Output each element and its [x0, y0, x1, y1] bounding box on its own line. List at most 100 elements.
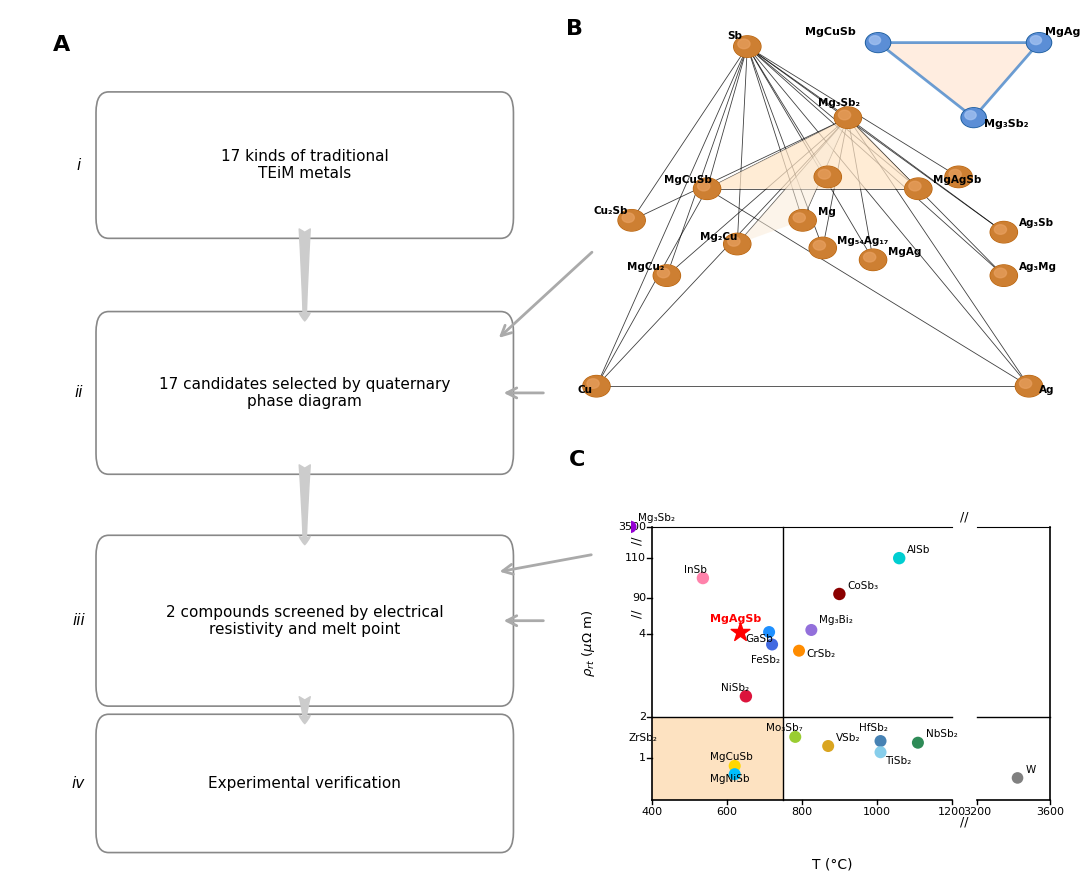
Circle shape: [860, 249, 886, 270]
Circle shape: [583, 375, 610, 397]
Text: CrSb₂: CrSb₂: [807, 649, 836, 659]
Text: Ag₃Mg: Ag₃Mg: [1018, 263, 1057, 273]
Point: [726, 767, 743, 781]
Text: Mo₃Sb₇: Mo₃Sb₇: [766, 723, 802, 733]
Circle shape: [835, 107, 862, 129]
Text: Mg₂Cu: Mg₂Cu: [700, 232, 737, 242]
Point: [1009, 771, 1026, 785]
Circle shape: [1027, 34, 1051, 52]
Circle shape: [654, 266, 679, 286]
Circle shape: [809, 237, 836, 258]
Text: 17 candidates selected by quaternary
phase diagram: 17 candidates selected by quaternary pha…: [159, 376, 450, 409]
Text: //: //: [960, 815, 969, 828]
Text: MgAgSb: MgAgSb: [933, 175, 982, 185]
Circle shape: [860, 249, 887, 271]
Text: Mg₃Sb₂: Mg₃Sb₂: [818, 97, 860, 108]
Text: 3500: 3500: [618, 522, 646, 532]
Point: [622, 519, 639, 534]
Text: //: //: [631, 536, 644, 544]
Circle shape: [962, 108, 985, 127]
Circle shape: [622, 213, 634, 223]
Text: ZrSb₂: ZrSb₂: [629, 732, 658, 743]
Text: //: //: [960, 510, 969, 524]
Circle shape: [945, 166, 972, 188]
Point: [760, 625, 778, 639]
Circle shape: [734, 37, 760, 56]
FancyBboxPatch shape: [96, 536, 513, 706]
Circle shape: [835, 107, 861, 128]
Point: [872, 745, 889, 759]
Text: InSb: InSb: [684, 565, 706, 575]
Circle shape: [1026, 33, 1052, 53]
Circle shape: [725, 234, 751, 254]
Text: Mg₃Sb₂: Mg₃Sb₂: [638, 513, 675, 524]
Circle shape: [1020, 379, 1031, 388]
Circle shape: [793, 213, 806, 223]
Text: Cu₂Sb: Cu₂Sb: [594, 207, 629, 216]
Circle shape: [995, 268, 1007, 278]
Text: MgCu₂: MgCu₂: [626, 263, 664, 273]
Circle shape: [653, 265, 680, 286]
Point: [891, 551, 908, 565]
Text: 4: 4: [639, 629, 646, 639]
Text: Ag₃Sb: Ag₃Sb: [1018, 218, 1054, 228]
Text: T (°C): T (°C): [812, 858, 852, 872]
Point: [726, 759, 743, 773]
Text: B: B: [566, 19, 583, 39]
Text: //: //: [631, 610, 644, 618]
Circle shape: [586, 379, 599, 388]
Polygon shape: [738, 118, 848, 244]
Point: [872, 734, 889, 748]
Text: 90: 90: [632, 593, 646, 603]
Circle shape: [865, 33, 891, 53]
Text: 2: 2: [639, 712, 646, 722]
Point: [909, 736, 927, 750]
Point: [764, 637, 781, 652]
Point: [694, 571, 712, 586]
Circle shape: [658, 268, 670, 278]
Circle shape: [698, 181, 710, 191]
Text: C: C: [568, 450, 584, 470]
Circle shape: [815, 167, 840, 187]
Text: i: i: [77, 157, 81, 173]
Circle shape: [583, 376, 609, 396]
Circle shape: [995, 224, 1007, 234]
Point: [820, 738, 837, 753]
Text: Mg: Mg: [818, 207, 836, 217]
FancyBboxPatch shape: [96, 92, 513, 239]
Text: Mg₃Sb₂: Mg₃Sb₂: [984, 120, 1028, 130]
Text: Cu: Cu: [578, 385, 592, 395]
Circle shape: [961, 108, 986, 128]
Circle shape: [728, 237, 740, 246]
Text: 1200: 1200: [937, 807, 966, 817]
Circle shape: [694, 179, 720, 198]
Circle shape: [693, 178, 720, 199]
Point: [791, 644, 808, 658]
Text: iii: iii: [72, 613, 85, 628]
Text: MgCuSb: MgCuSb: [805, 27, 855, 37]
Circle shape: [724, 233, 751, 255]
Text: iv: iv: [71, 776, 85, 791]
Text: 2 compounds screened by electrical
resistivity and melt point: 2 compounds screened by electrical resis…: [166, 604, 444, 637]
Text: Mg₃Bi₂: Mg₃Bi₂: [819, 615, 853, 625]
Point: [612, 738, 630, 753]
Text: MgAgSb: MgAgSb: [1045, 27, 1080, 37]
FancyBboxPatch shape: [96, 312, 513, 474]
Text: 400: 400: [642, 807, 663, 817]
Circle shape: [618, 210, 645, 231]
Text: AlSb: AlSb: [907, 544, 930, 555]
Polygon shape: [707, 118, 918, 189]
Circle shape: [738, 39, 750, 48]
Circle shape: [905, 178, 932, 199]
Text: A: A: [53, 35, 70, 55]
Text: $\rho_{rt}$ ($\mu\Omega$ m): $\rho_{rt}$ ($\mu\Omega$ m): [580, 610, 597, 677]
Text: 17 kinds of traditional
TEiM metals: 17 kinds of traditional TEiM metals: [220, 149, 389, 181]
FancyBboxPatch shape: [96, 714, 513, 853]
Text: HfSb₂: HfSb₂: [860, 722, 888, 732]
Text: ii: ii: [75, 385, 83, 401]
Text: 3200: 3200: [963, 807, 991, 817]
Text: 110: 110: [625, 553, 646, 563]
Circle shape: [619, 210, 645, 231]
Circle shape: [813, 240, 825, 250]
Circle shape: [1015, 375, 1042, 397]
